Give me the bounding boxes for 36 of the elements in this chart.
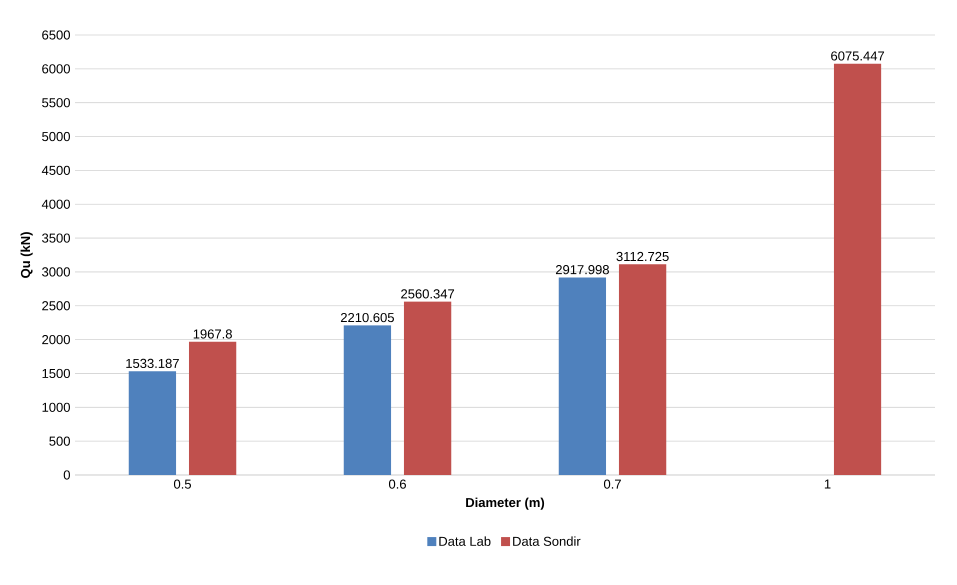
data-label: 1533.187 [126, 358, 179, 368]
y-tick-label: 2000 [42, 335, 70, 344]
data-label: 3112.725 [616, 252, 669, 262]
legend-label: Data Sondir [513, 536, 580, 546]
bar [128, 371, 176, 475]
x-tick-label: 0.5 [174, 480, 191, 489]
data-label: 1967.8 [194, 329, 232, 339]
y-tick-label: 2500 [42, 301, 70, 310]
x-tick-label: 0.7 [604, 480, 621, 489]
y-tick-label: 1000 [42, 402, 70, 412]
bar [188, 342, 236, 475]
y-tick-label: 4000 [42, 200, 70, 209]
y-tick-label: 4500 [42, 166, 70, 175]
bar [344, 325, 392, 475]
bar [618, 264, 666, 475]
bar [404, 302, 452, 475]
data-label: 6075.447 [831, 51, 884, 61]
legend-label: Data Lab [439, 536, 490, 546]
y-tick-label: 0 [64, 470, 70, 480]
bar [834, 64, 882, 475]
y-tick-label: 1500 [42, 368, 70, 378]
x-tick-label: 0.6 [388, 480, 406, 489]
y-tick-label: 6000 [42, 64, 70, 74]
bar [558, 277, 606, 475]
data-label: 2917.998 [556, 265, 609, 274]
x-axis-title: Diameter (m) [466, 498, 544, 510]
y-tick-label: 3000 [42, 267, 70, 277]
data-label: 2560.347 [401, 289, 454, 298]
y-tick-label: 3500 [42, 233, 70, 243]
y-axis-title: Qu (kN) [20, 232, 33, 278]
y-tick-label: 5000 [42, 132, 70, 142]
y-tick-label: 6500 [42, 30, 70, 40]
y-tick-label: 5500 [42, 98, 70, 108]
x-tick-label: 1 [824, 480, 830, 488]
y-tick-label: 500 [49, 436, 70, 446]
data-label: 2210.605 [340, 312, 394, 322]
